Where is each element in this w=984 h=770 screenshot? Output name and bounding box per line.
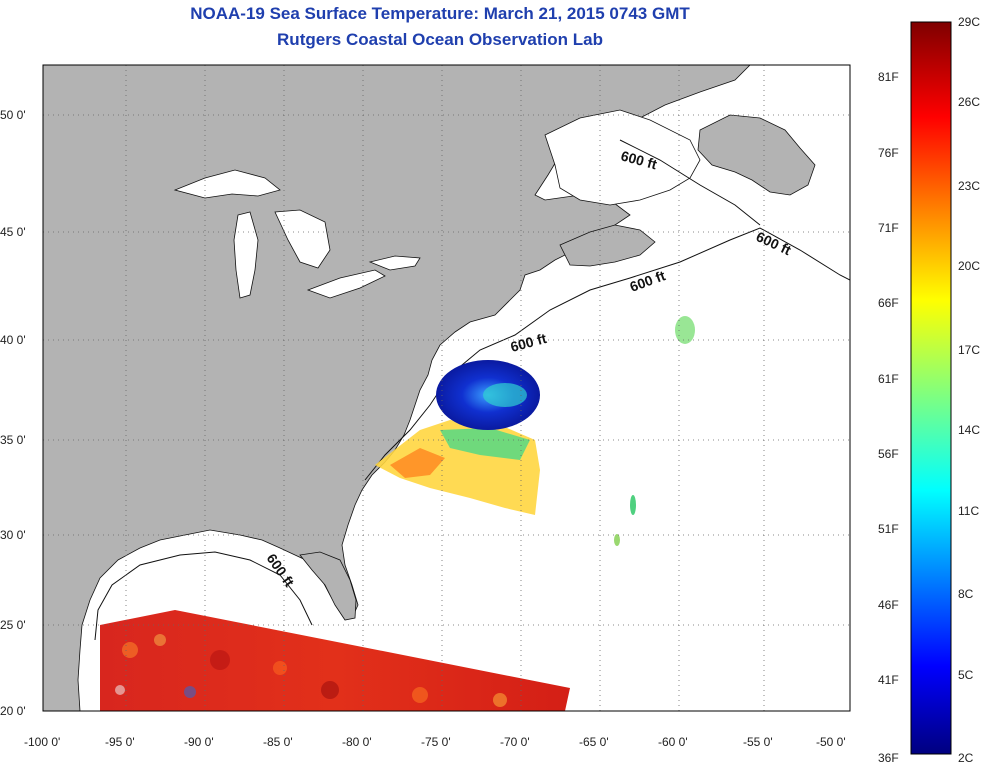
lake-erie [306,269,386,299]
colorbar-celsius-label: 29C [958,15,980,29]
x-tick: -85 0' [263,735,293,749]
water-gulf-st-lawrence [544,109,701,206]
x-tick: -90 0' [184,735,214,749]
x-tick: -95 0' [105,735,135,749]
contour-600ft-gulf [94,551,313,641]
colorbar-celsius-labels: 29C 26C 23C 20C 17C 14C 11C 8C 5C 2C [958,15,980,765]
colorbar-celsius-label: 14C [958,423,980,437]
x-tick: -75 0' [421,735,451,749]
y-tick: 25 0' [0,618,26,632]
contour-600ft-scotian [619,139,761,226]
figure-title: NOAA-19 Sea Surface Temperature: March 2… [190,4,690,23]
x-tick: -50 0' [816,735,846,749]
colorbar-fahrenheit-label: 46F [878,598,899,612]
colorbar-celsius-label: 5C [958,668,974,682]
x-tick: -80 0' [342,735,372,749]
y-tick: 50 0' [0,108,26,122]
y-tick: 20 0' [0,704,26,718]
colorbar-fahrenheit-labels: 81F 76F 71F 66F 61F 56F 51F 46F 41F 36F [878,70,899,765]
colorbar-celsius-label: 23C [958,179,980,193]
x-tick: -100 0' [24,735,60,749]
colorbar-celsius-label: 20C [958,259,980,273]
colorbar-fahrenheit-label: 81F [878,70,899,84]
sst-patch-north [675,316,695,344]
lake-superior [173,169,281,199]
colorbar-fahrenheit-label: 51F [878,522,899,536]
colorbar-fahrenheit-label: 66F [878,296,899,310]
colorbar-fahrenheit-label: 56F [878,447,899,461]
lake-huron [274,209,331,269]
figure-subtitle: Rutgers Coastal Ocean Observation Lab [277,30,603,49]
colorbar-celsius-label: 2C [958,751,974,765]
map-frame [42,64,851,712]
land-north-america [43,65,751,711]
x-axis-ticks: -100 0' -95 0' -90 0' -85 0' -80 0' -75 … [24,735,846,749]
colorbar-celsius-label: 11C [958,504,979,518]
sst-eddy-core [483,383,527,407]
sst-swath-gulf-texture [115,634,507,707]
colorbar-celsius-label: 8C [958,587,974,601]
colorbar-fahrenheit-label: 71F [878,221,899,235]
colorbar-fahrenheit-label: 41F [878,673,899,687]
land-florida [299,551,357,621]
x-tick: -70 0' [500,735,530,749]
colorbar-celsius-label: 26C [958,95,980,109]
y-tick: 45 0' [0,225,26,239]
colorbar-celsius-label: 17C [958,343,980,357]
y-axis-ticks: 20 0' 25 0' 30 0' 35 0' 40 0' 45 0' 50 0… [0,108,26,718]
y-tick: 35 0' [0,433,26,447]
contour-600ft-atlantic [364,227,850,481]
sst-patch-east [630,495,636,515]
y-tick: 40 0' [0,333,26,347]
x-tick: -65 0' [579,735,609,749]
x-tick: -60 0' [658,735,688,749]
colorbar-fahrenheit-label: 61F [878,372,899,386]
lake-michigan [233,211,259,299]
x-tick: -55 0' [743,735,773,749]
land-nova-scotia [559,224,656,267]
sst-warm-core [390,448,445,478]
colorbar [910,21,952,755]
sst-green-band [440,428,530,460]
y-tick: 30 0' [0,528,26,542]
colorbar-fahrenheit-label: 36F [878,751,899,765]
colorbar-fahrenheit-label: 76F [878,146,899,160]
sst-swath-gulf [100,610,570,711]
lake-ontario [368,255,421,271]
sst-patch-south [614,534,620,546]
